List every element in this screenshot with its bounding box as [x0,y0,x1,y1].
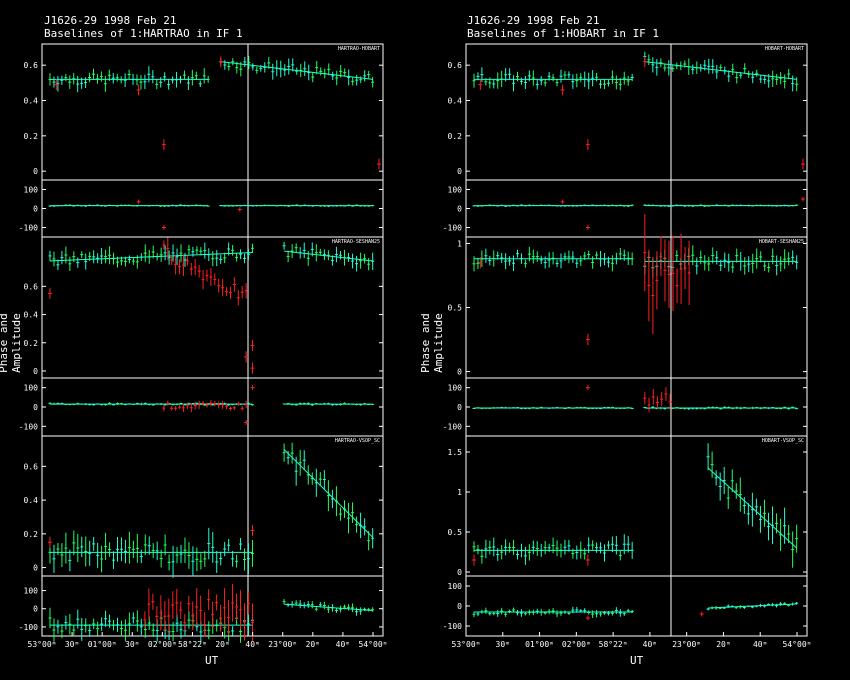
y-tick-label: 0 [457,368,462,377]
model-line [707,467,798,549]
y-tick-label: 0 [33,367,38,376]
ph-frame [465,179,808,238]
y-tick-label: -100 [443,224,462,233]
x-tick-label: 40ᵐ [643,640,657,649]
y-tick-label: 0.6 [24,462,39,471]
x-tick-label: 58°22ᵐ [599,640,628,649]
y-tick-label: 100 [24,587,39,596]
right-xlabel: UT [630,654,644,667]
x-tick-label: 23°00ᵐ [268,640,297,649]
y-tick-label: 100 [448,186,463,195]
amp-frame [465,43,808,181]
y-tick-label: 0 [457,403,462,412]
y-tick-label: 100 [448,582,463,591]
x-tick-label: 20ᵐ [215,640,229,649]
y-tick-label: 0 [457,205,462,214]
x-tick-label: 54°00ᵐ [359,640,388,649]
baseline-label: HOBART-VSOP_SC [762,438,804,444]
model-line [220,61,373,80]
y-tick-label: 0.4 [24,311,39,320]
x-tick-label: 40ᵐ [245,640,259,649]
model-line [708,603,797,609]
model-line [283,449,374,538]
baseline-label: HOBART-SESHAN25 [759,239,804,245]
y-tick-label: 0.6 [448,61,463,70]
y-tick-label: -100 [19,422,38,431]
y-tick-label: 0.2 [24,132,39,141]
x-tick-label: 40ᵐ [753,640,767,649]
y-tick-label: 0 [33,205,38,214]
y-tick-label: 0.6 [24,282,39,291]
y-tick-label: -100 [19,623,38,632]
y-tick-label: 0.2 [448,132,463,141]
left-baselines-line: Baselines of 1:HARTRAO in IF 1 [44,27,243,40]
y-tick-label: 100 [448,384,463,393]
y-tick-label: 1.5 [448,448,463,457]
y-tick-label: 0 [457,568,462,577]
y-tick-label: 1 [457,239,462,248]
x-tick-label: 23°00ᵐ [672,640,701,649]
baseline-label: HARTRAO-VSOP_SC [335,438,380,444]
y-tick-label: -100 [19,224,38,233]
x-tick-label: 54°00ᵐ [783,640,812,649]
right-baselines-line: Baselines of 1:HOBART in IF 1 [467,27,660,40]
ph-frame [465,377,808,437]
baseline-label: HARTRAO-HOBART [338,46,380,52]
y-tick-label: 0.2 [24,530,39,539]
x-tick-label: 30ᵐ [125,640,139,649]
y-tick-label: 0.5 [448,304,463,313]
y-tick-label: 0 [33,403,38,412]
x-tick-label: 58°22ᵐ [178,640,207,649]
baseline-label: HOBART-HOBART [765,46,804,52]
right-title-block: J1626-29 1998 Feb 21 Baselines of 1:HOBA… [467,14,659,40]
left-source-line: J1626-29 1998 Feb 21 [44,14,177,27]
x-tick-label: 02°00ᵐ [148,640,177,649]
left-xlabel: UT [205,654,219,667]
x-tick-label: 53°00ᵐ [452,640,481,649]
y-tick-label: 0 [457,602,462,611]
y-tick-label: 0.4 [448,97,463,106]
y-tick-label: 0.5 [448,528,463,537]
model-line [644,61,797,80]
ph-frame [41,377,384,437]
y-tick-label: 100 [24,186,39,195]
y-tick-label: 0.6 [24,61,39,70]
x-tick-label: 53°00ᵐ [28,640,57,649]
ph-frame [41,179,384,238]
y-tick-label: 0 [33,605,38,614]
x-tick-label: 20ᵐ [306,640,320,649]
y-tick-label: 0 [457,167,462,176]
amp-frame [41,43,384,181]
left-title-block: J1626-29 1998 Feb 21 Baselines of 1:HART… [44,14,243,40]
x-tick-label: 20ᵐ [716,640,730,649]
model-line [284,250,373,262]
left-ylabel: Phase and Amplitude [0,313,23,373]
x-tick-label: 01°00ᵐ [88,640,117,649]
y-tick-label: 100 [24,384,39,393]
x-tick-label: 01°00ᵐ [525,640,554,649]
x-tick-label: 30ᵐ [65,640,79,649]
y-tick-label: -100 [443,622,462,631]
y-tick-label: 0 [33,167,38,176]
y-tick-label: 1 [457,488,462,497]
y-tick-label: 0 [33,564,38,573]
y-tick-label: 0.2 [24,339,39,348]
x-tick-label: 40ᵐ [336,640,350,649]
model-line [49,252,253,262]
right-source-line: J1626-29 1998 Feb 21 [467,14,600,27]
x-tick-label: 30ᵐ [496,640,510,649]
y-tick-label: -100 [443,422,462,431]
x-tick-label: 02°00ᵐ [562,640,591,649]
ph-frame [41,575,384,637]
baseline-label: HARTRAO-SESHAN25 [332,239,380,245]
y-tick-label: 0.4 [24,496,39,505]
model-line [284,603,373,612]
right-ylabel: Phase and Amplitude [419,313,445,373]
y-tick-label: 0.4 [24,97,39,106]
